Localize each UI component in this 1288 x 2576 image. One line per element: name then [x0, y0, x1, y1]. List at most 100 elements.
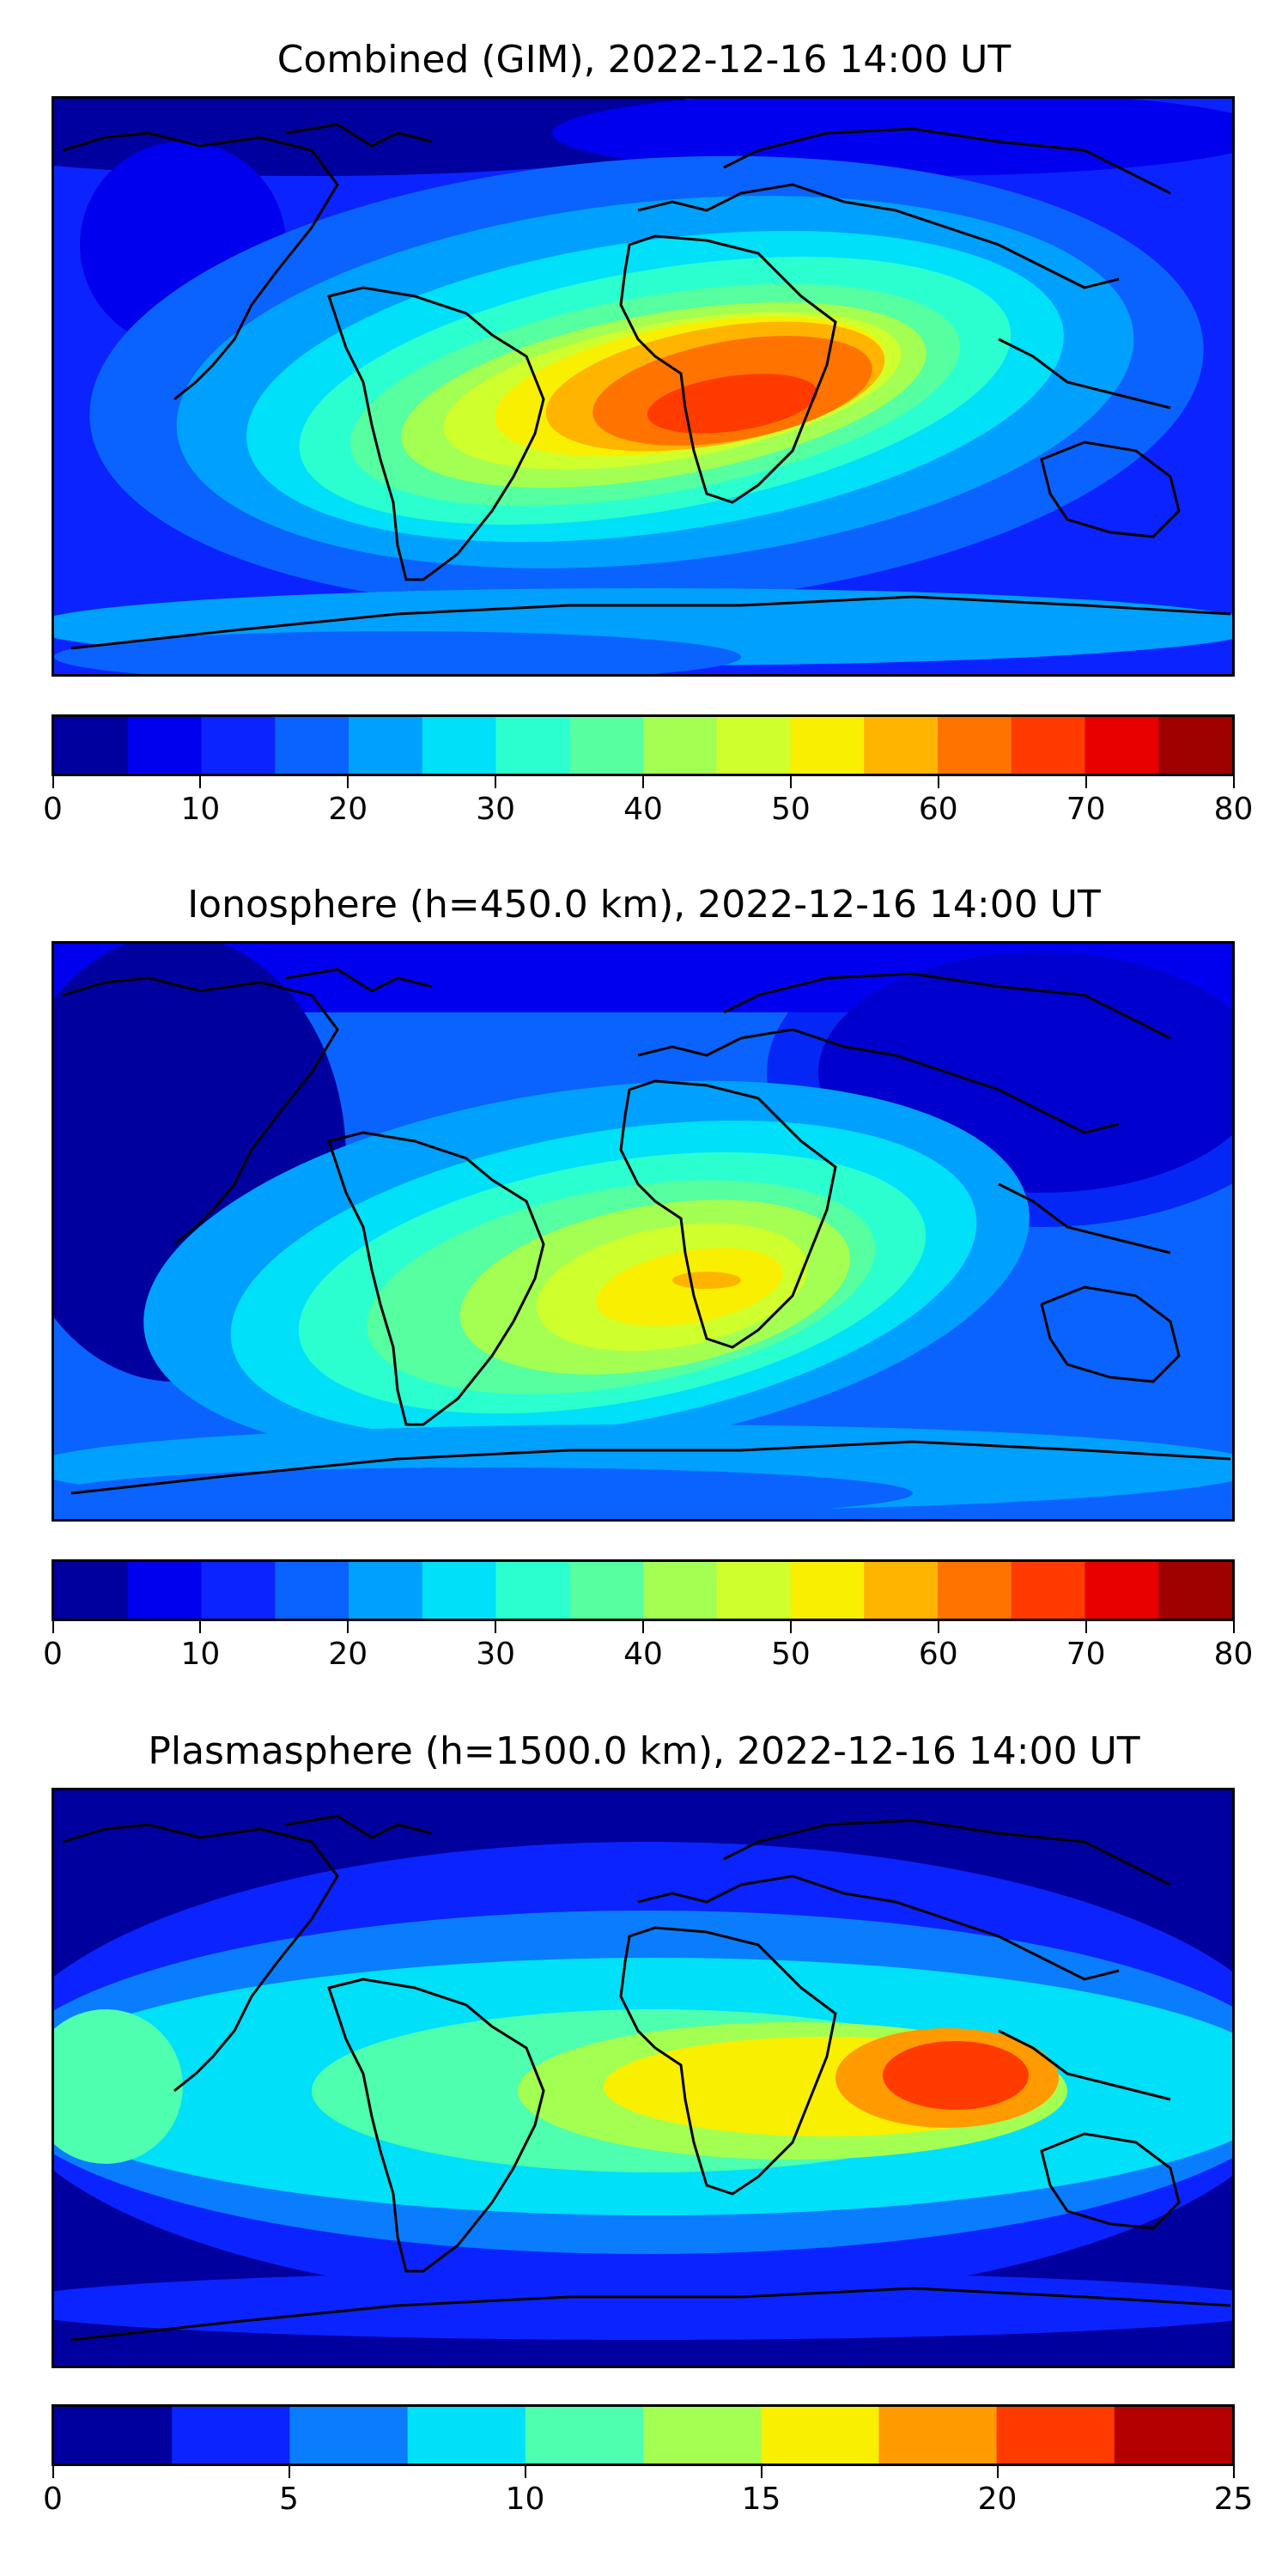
- colorbar-segment: [127, 1562, 203, 1619]
- colorbar-tick-mark: [495, 776, 497, 788]
- colorbar-tick-label: 25: [1213, 2482, 1254, 2517]
- colorbar-tick-label: 0: [43, 2482, 63, 2517]
- panel-3-colorbar: [52, 2404, 1235, 2466]
- colorbar-tick-label: 50: [770, 1637, 811, 1672]
- panel-1-colorbar-ticks: 0 10 20 30 40 50 60 70 80: [43, 776, 1253, 828]
- colorbar-segment: [716, 717, 792, 774]
- colorbar-tick-label: 40: [623, 792, 663, 827]
- colorbar-segment: [716, 1562, 792, 1619]
- panel-1-map-canvas: [54, 99, 1232, 674]
- colorbar-segment: [643, 1562, 718, 1619]
- colorbar-tick-mark: [996, 2466, 999, 2478]
- colorbar-tick-label: 0: [43, 1637, 63, 1672]
- colorbar-tick-mark: [937, 1621, 939, 1633]
- colorbar-tick-label: 50: [770, 792, 811, 827]
- colorbar-tick-mark: [524, 2466, 526, 2478]
- colorbar-tick-mark: [1232, 1621, 1235, 1633]
- colorbar-tick-mark: [789, 1621, 792, 1633]
- colorbar-segment: [569, 717, 644, 774]
- colorbar-segment: [495, 717, 570, 774]
- colorbar-segment: [54, 1562, 129, 1619]
- colorbar-segment: [864, 1562, 939, 1619]
- colorbar-tick-mark: [288, 2466, 290, 2478]
- colorbar-tick-mark: [52, 1621, 54, 1633]
- panel-2-map: [52, 941, 1235, 1522]
- colorbar-tick-mark: [199, 1621, 202, 1633]
- colorbar-segment: [790, 1562, 865, 1619]
- panel-3-colorbar-canvas: [54, 2407, 1232, 2464]
- panel-2-colorbar-canvas: [54, 1562, 1232, 1619]
- colorbar-tick-label: 5: [279, 2482, 299, 2517]
- colorbar-tick-label: 60: [918, 792, 958, 827]
- colorbar-tick-mark: [495, 1621, 497, 1633]
- colorbar-segment: [790, 717, 865, 774]
- panel-2-title: Ionosphere (h=450.0 km), 2022-12-16 14:0…: [187, 883, 1101, 927]
- colorbar-tick-mark: [789, 776, 792, 788]
- panel-2-colorbar-ticks: 0 10 20 30 40 50 60 70 80: [43, 1621, 1253, 1673]
- panel-3-title: Plasmasphere (h=1500.0 km), 2022-12-16 1…: [148, 1729, 1140, 1773]
- panel-3-colorbar-ticks: 0 5 10 15 20 25: [43, 2466, 1253, 2518]
- colorbar-segment: [1158, 717, 1232, 774]
- colorbar-tick-label: 70: [1066, 792, 1106, 827]
- panel-1-colorbar: [52, 714, 1235, 776]
- colorbar-tick-mark: [52, 2466, 54, 2478]
- colorbar-segment: [996, 2407, 1115, 2464]
- colorbar-tick-label: 20: [977, 2482, 1018, 2517]
- colorbar-tick-mark: [642, 776, 644, 788]
- colorbar-tick-mark: [347, 1621, 349, 1633]
- colorbar-segment: [1011, 717, 1086, 774]
- colorbar-segment: [1084, 1562, 1159, 1619]
- panel-1-colorbar-canvas: [54, 717, 1232, 774]
- colorbar-tick-mark: [347, 776, 349, 788]
- colorbar-segment: [569, 1562, 644, 1619]
- colorbar-segment: [1011, 1562, 1086, 1619]
- panel-3-map: [52, 1788, 1235, 2368]
- colorbar-tick-label: 10: [180, 1637, 221, 1672]
- colorbar-segment: [201, 717, 276, 774]
- colorbar-tick-mark: [937, 776, 939, 788]
- colorbar-tick-label: 20: [328, 792, 368, 827]
- colorbar-tick-mark: [199, 776, 202, 788]
- colorbar-segment: [172, 2407, 290, 2464]
- colorbar-tick-label: 30: [476, 792, 516, 827]
- panel-3-map-canvas: [54, 1790, 1232, 2366]
- colorbar-tick-label: 0: [43, 792, 63, 827]
- colorbar-segment: [495, 1562, 570, 1619]
- colorbar-tick-label: 10: [505, 2482, 545, 2517]
- colorbar-segment: [643, 2407, 762, 2464]
- colorbar-segment: [1158, 1562, 1232, 1619]
- colorbar-segment: [289, 2407, 409, 2464]
- colorbar-segment: [422, 1562, 497, 1619]
- colorbar-segment: [54, 717, 129, 774]
- colorbar-segment: [127, 717, 203, 774]
- colorbar-segment: [275, 1562, 349, 1619]
- colorbar-tick-label: 10: [180, 792, 221, 827]
- colorbar-tick-label: 20: [328, 1637, 368, 1672]
- panel-1-title: Combined (GIM), 2022-12-16 14:00 UT: [276, 38, 1012, 82]
- colorbar-tick-label: 80: [1213, 792, 1254, 827]
- panel-2-map-canvas: [54, 944, 1232, 1519]
- colorbar-tick-mark: [642, 1621, 644, 1633]
- colorbar-segment: [761, 2407, 879, 2464]
- colorbar-segment: [938, 717, 1012, 774]
- colorbar-tick-mark: [52, 776, 54, 788]
- colorbar-segment: [407, 2407, 526, 2464]
- colorbar-segment: [643, 717, 718, 774]
- colorbar-tick-label: 60: [918, 1637, 958, 1672]
- colorbar-segment: [1114, 2407, 1232, 2464]
- colorbar-segment: [938, 1562, 1012, 1619]
- colorbar-segment: [275, 717, 349, 774]
- colorbar-segment: [525, 2407, 644, 2464]
- colorbar-tick-label: 15: [741, 2482, 781, 2517]
- colorbar-segment: [54, 2407, 173, 2464]
- colorbar-tick-mark: [760, 2466, 762, 2478]
- colorbar-segment: [422, 717, 497, 774]
- colorbar-tick-mark: [1084, 1621, 1087, 1633]
- colorbar-tick-label: 40: [623, 1637, 663, 1672]
- colorbar-tick-mark: [1084, 776, 1087, 788]
- colorbar-segment: [1084, 717, 1159, 774]
- colorbar-tick-label: 70: [1066, 1637, 1106, 1672]
- colorbar-segment: [878, 2407, 998, 2464]
- colorbar-tick-mark: [1232, 776, 1235, 788]
- panel-2-colorbar: [52, 1559, 1235, 1621]
